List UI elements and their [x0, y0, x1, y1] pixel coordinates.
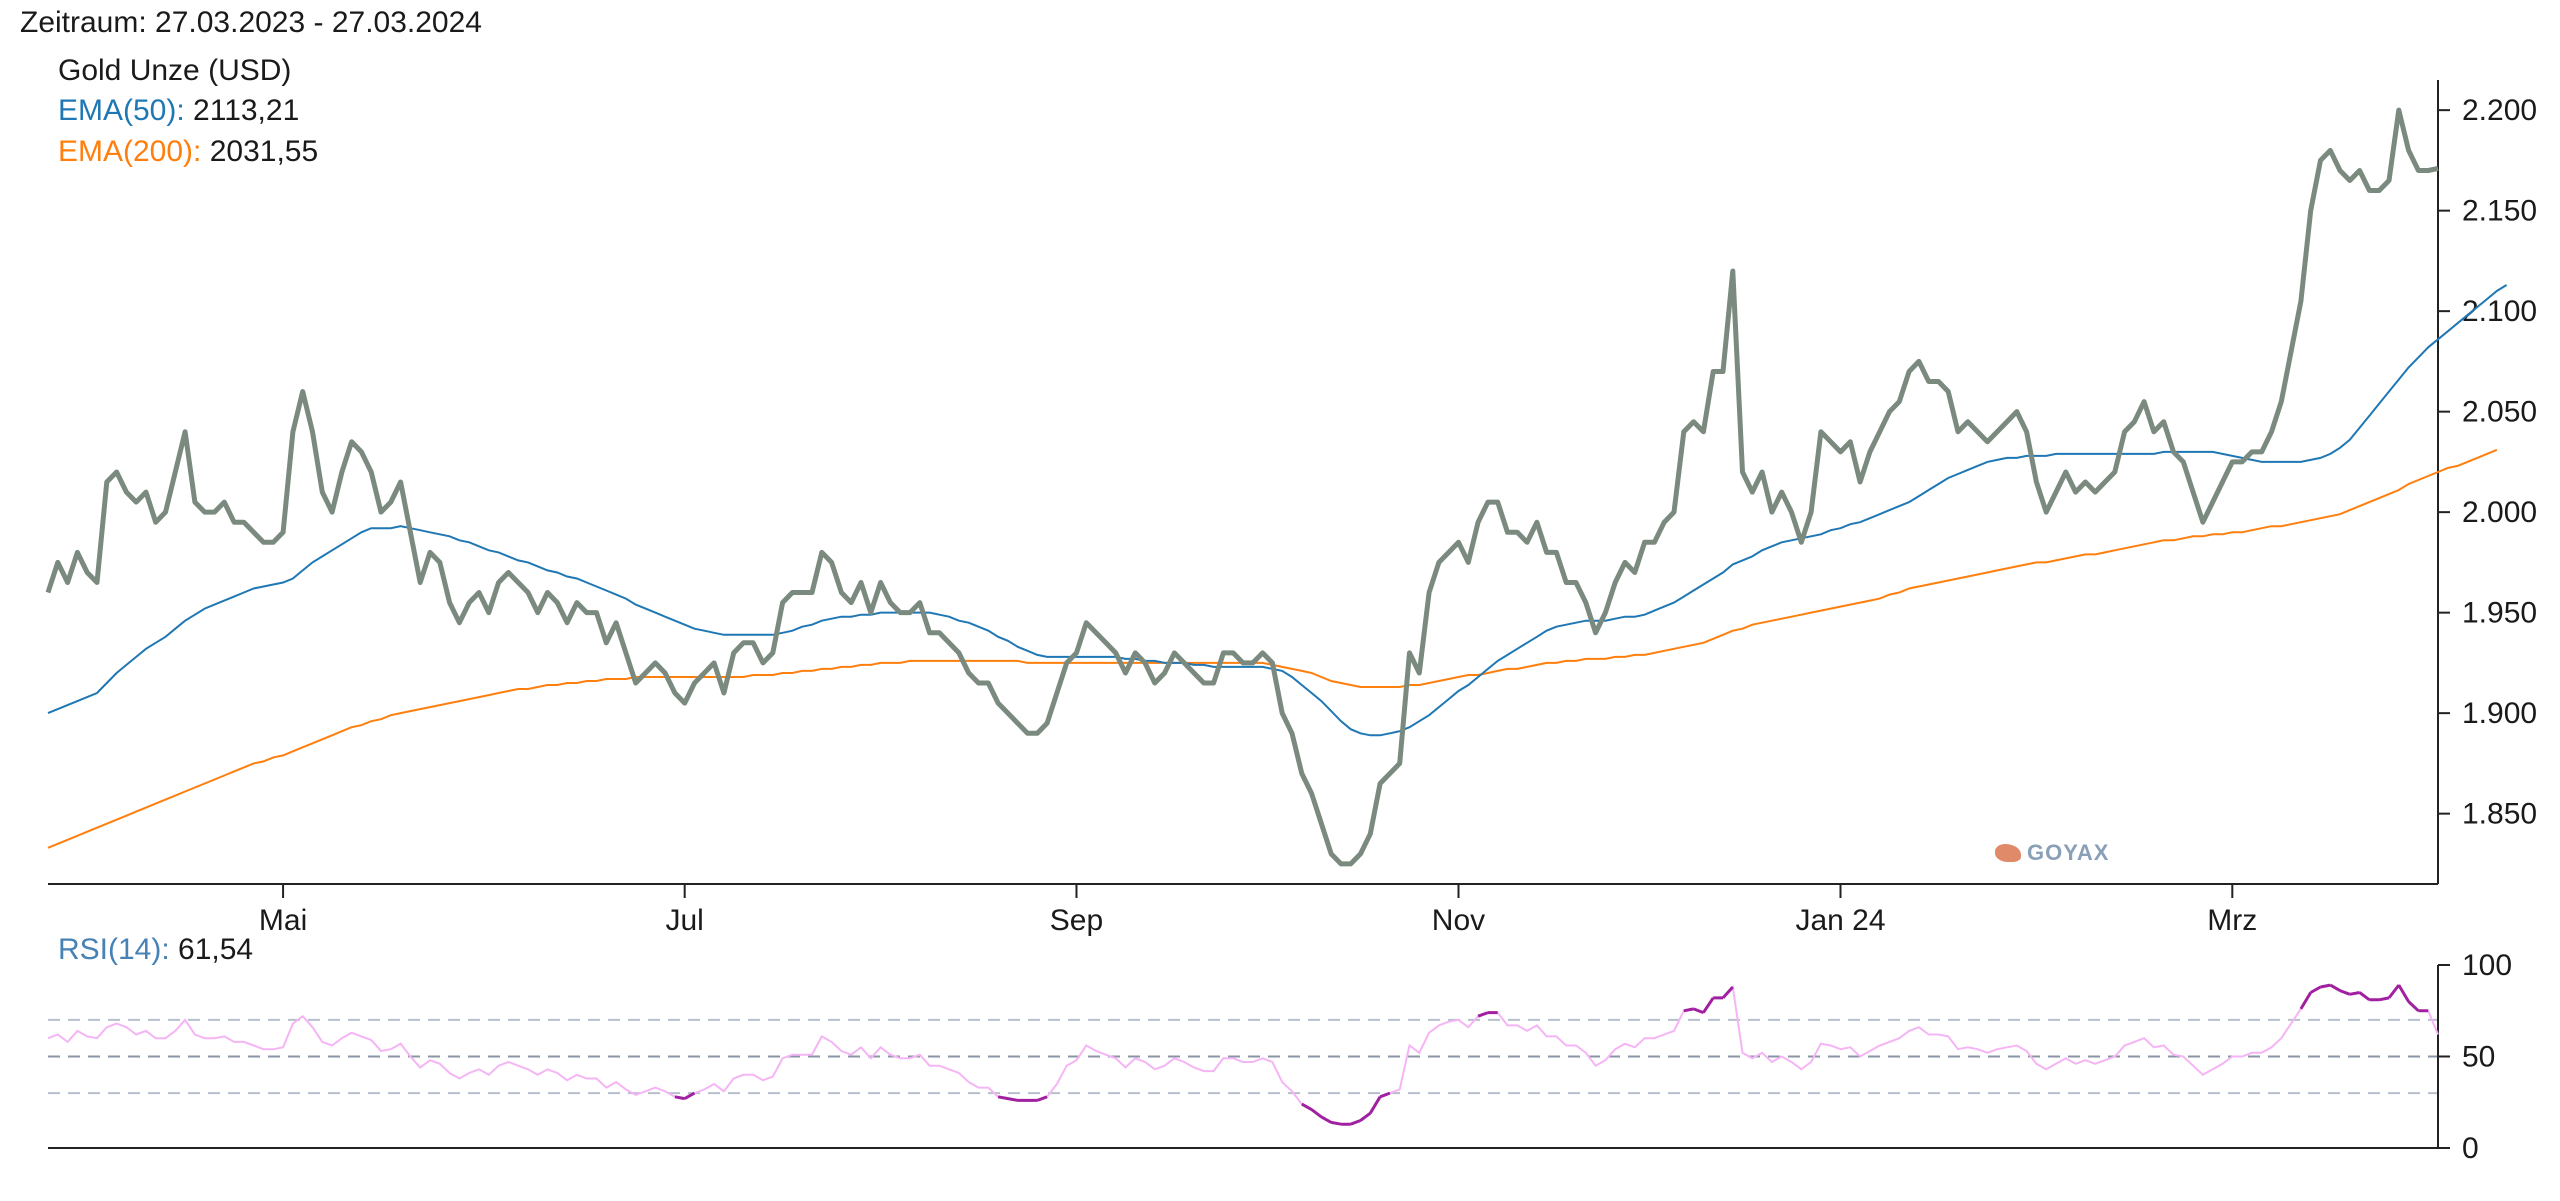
instrument-label: Gold Unze (USD) [58, 54, 292, 87]
price-panel: Mai Jul Sep Nov Jan 24 Mrz 1.850 1.900 1.950 2.0… [45, 80, 2537, 937]
y-tick-label: 2.200 [2462, 94, 2537, 127]
bull-icon [1995, 844, 2021, 862]
rsi-y-tick-label: 0 [2462, 1132, 2479, 1165]
x-tick-label: Nov [1432, 904, 1485, 937]
y-tick-label: 2.150 [2462, 195, 2537, 228]
rsi-series-group [47, 983, 2439, 1126]
rsi-legend: RSI(14): 61,54 [58, 935, 253, 965]
ema200-legend-value: 2031,55 [209, 135, 319, 168]
y-tick-label: 2.100 [2462, 295, 2537, 328]
x-tick-label: Mai [259, 904, 307, 937]
y-tick-label: 1.950 [2462, 597, 2537, 630]
rsi-y-tick-label: 100 [2462, 949, 2512, 982]
price-series-group [45, 107, 2508, 867]
logo-text: GOYAX [2027, 840, 2110, 865]
x-tick-label: Jul [666, 904, 704, 937]
rsi-y-ticks: 0 50 100 [2438, 949, 2512, 1165]
ema200-legend: EMA(200): 2031,55 [58, 137, 318, 167]
ema50-legend-label: EMA(50): [58, 94, 185, 127]
rsi-line [47, 983, 2439, 1126]
y-tick-label: 2.000 [2462, 496, 2537, 529]
ema50-legend-value: 2113,21 [193, 94, 300, 127]
rsi-legend-label: RSI(14): [58, 933, 170, 966]
period-label: Zeitraum: 27.03.2023 - 27.03.2024 [20, 6, 482, 39]
price-line [45, 107, 2439, 867]
rsi-y-tick-label: 50 [2462, 1041, 2495, 1074]
price-y-ticks: 1.850 1.900 1.950 2.000 2.050 2.100 2.150 2.200 [2438, 94, 2537, 831]
rsi-panel: 0 50 100 [47, 949, 2512, 1165]
rsi-extreme-segments [674, 983, 2429, 1126]
y-tick-label: 1.900 [2462, 697, 2537, 730]
x-tick-label: Mrz [2207, 904, 2257, 937]
price-x-ticks: Mai Jul Sep Nov Jan 24 Mrz [259, 884, 2257, 937]
ema50-legend: EMA(50): 2113,21 [58, 96, 299, 126]
rsi-reference-lines [48, 1018, 2438, 1095]
y-tick-label: 1.850 [2462, 798, 2537, 831]
x-tick-label: Jan 24 [1795, 904, 1885, 937]
ema50-line [47, 284, 2508, 737]
rsi-legend-value: 61,54 [178, 933, 254, 966]
ema200-line [47, 448, 2498, 849]
goyax-logo: GOYAX [1995, 840, 2109, 866]
y-tick-label: 2.050 [2462, 396, 2537, 429]
x-tick-label: Sep [1050, 904, 1103, 937]
ema200-legend-label: EMA(200): [58, 135, 202, 168]
